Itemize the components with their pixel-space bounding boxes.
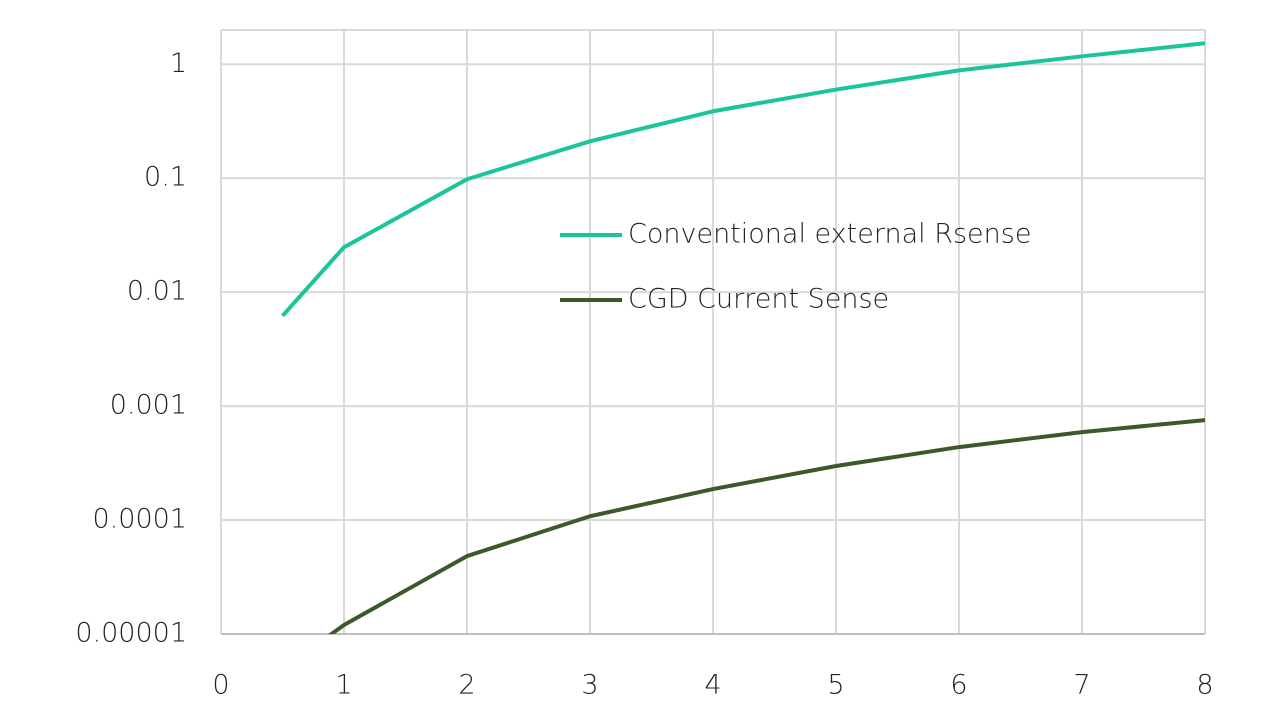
series-line	[281, 41, 1205, 318]
series-line	[328, 418, 1205, 634]
x-tick-label: 7	[1073, 670, 1090, 701]
x-tick-label: 1	[335, 670, 352, 701]
x-tick-label: 5	[827, 670, 844, 701]
y-tick-label: 0.001	[110, 390, 187, 421]
x-tick-label: 3	[581, 670, 598, 701]
y-tick-label: 0.01	[127, 276, 187, 307]
x-tick-label: 2	[458, 670, 475, 701]
x-tick-label: 6	[950, 670, 967, 701]
y-tick-label: 1	[170, 48, 187, 79]
x-tick-label: 4	[704, 670, 721, 701]
legend-label: Conventional external Rsense	[628, 219, 1031, 250]
y-tick-label: 0.1	[144, 162, 187, 193]
x-tick-label: 0	[212, 670, 229, 701]
plot-area	[281, 41, 1205, 634]
grid	[220, 29, 1206, 635]
labels: 0.00001 0.0001 0.001 0.01 0.1 1 0 1 2 3 4 5 6 7 8 Conve…	[75, 48, 1213, 701]
y-tick-label: 0.0001	[93, 504, 187, 535]
y-tick-label: 0.00001	[75, 618, 187, 649]
x-tick-label: 8	[1196, 670, 1213, 701]
legend-label: CGD Current Sense	[628, 284, 889, 315]
